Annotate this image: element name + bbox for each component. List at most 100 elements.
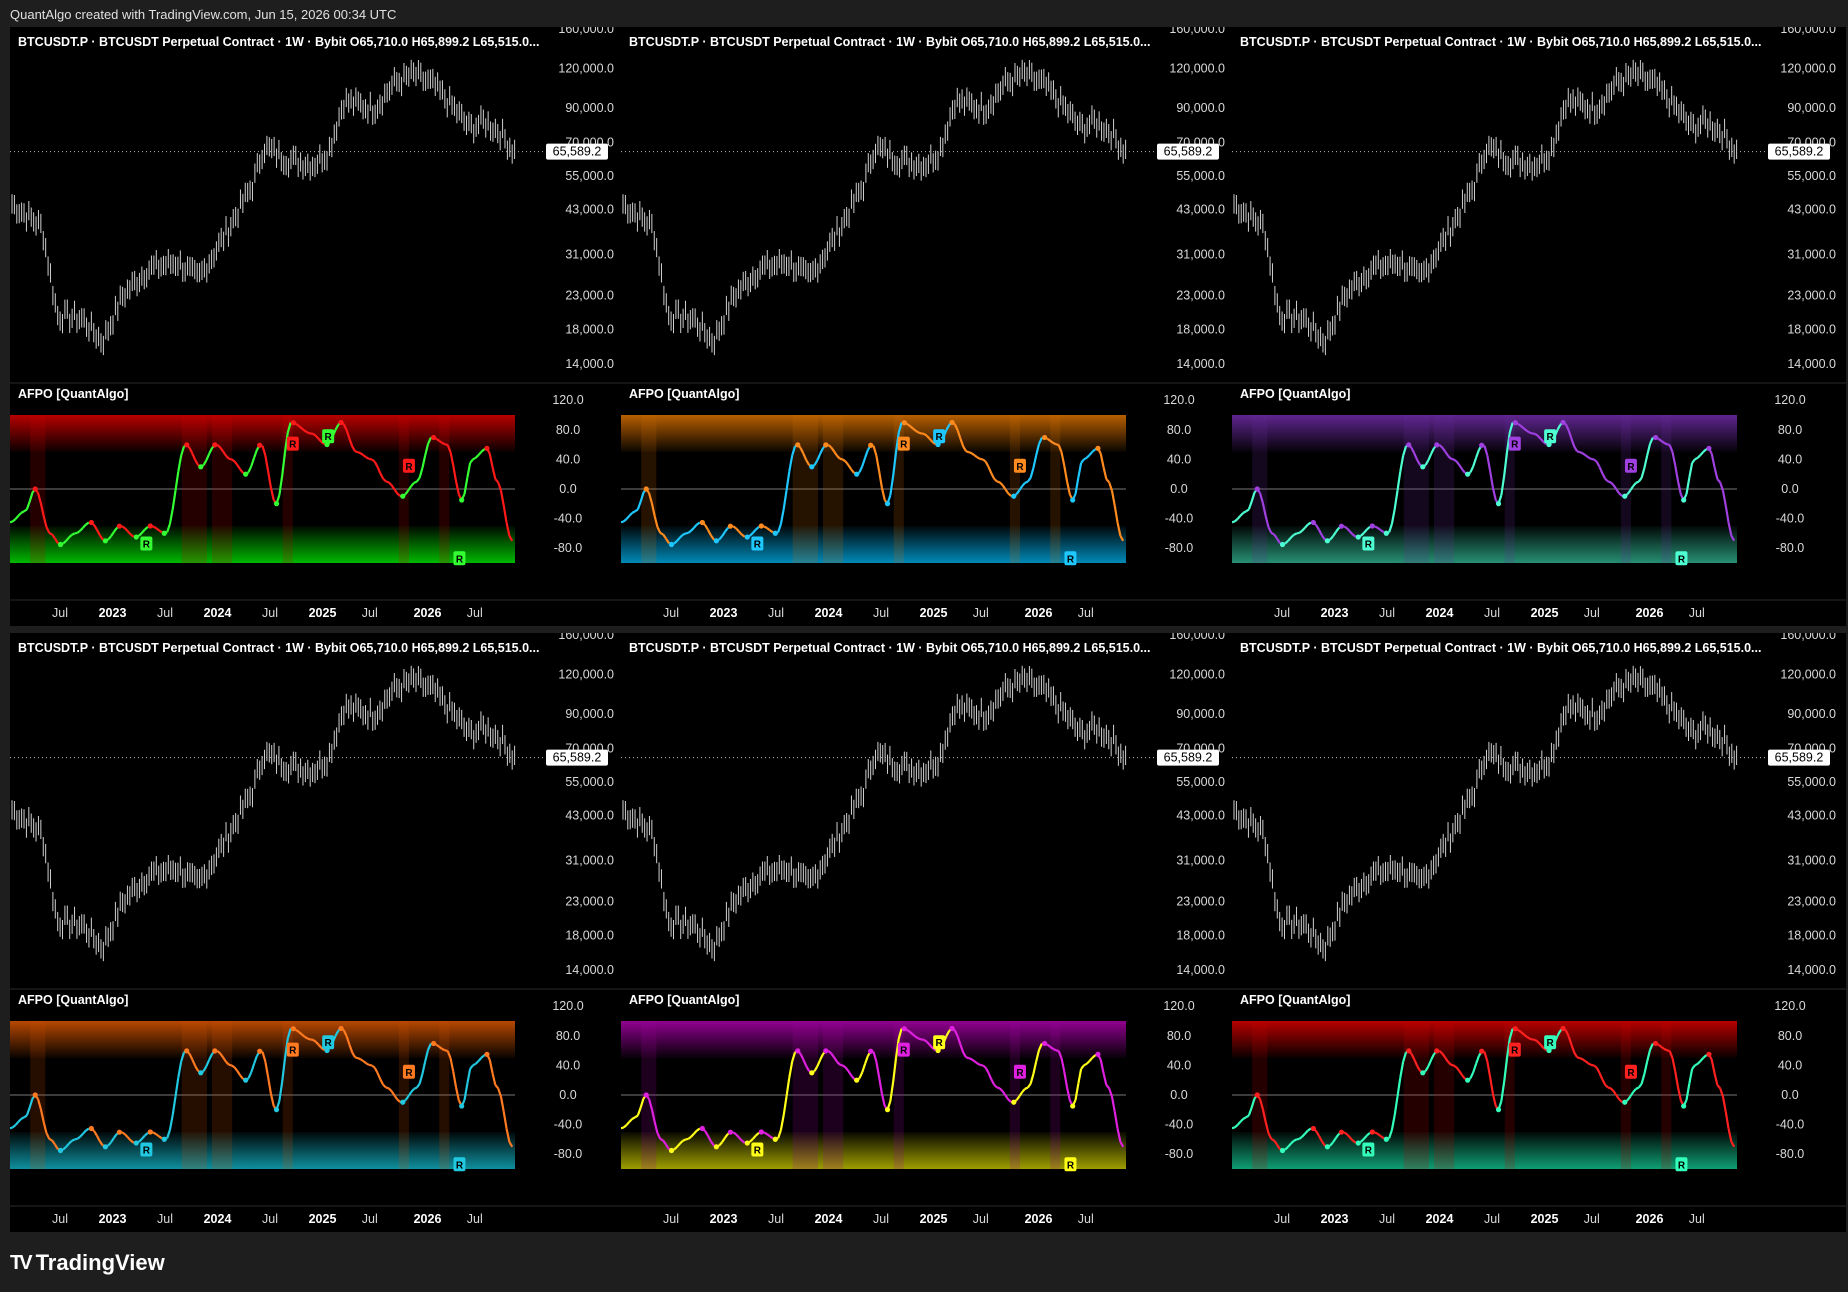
chart-panel[interactable]: 160,000.0 120,000.0 90,000.0 70,000.0 55,000… bbox=[621, 27, 1235, 626]
oscillator-segment bbox=[27, 1108, 30, 1116]
oscillator-segment bbox=[980, 1065, 983, 1066]
oscillator-segment bbox=[1033, 1061, 1036, 1074]
symbol-header[interactable]: BTCUSDT.P · BTCUSDT Perpetual Contract ·… bbox=[1240, 641, 1770, 655]
oscillator-segment bbox=[456, 482, 459, 495]
chart-panel[interactable]: 160,000.0 120,000.0 90,000.0 70,000.0 55,000… bbox=[621, 633, 1235, 1232]
indicator-header[interactable]: AFPO [QuantAlgo] bbox=[1240, 993, 1350, 1007]
turn-marker bbox=[1513, 1026, 1518, 1031]
price-axis-label: 120,000.0 bbox=[558, 62, 614, 76]
symbol-header[interactable]: BTCUSDT.P · BTCUSDT Perpetual Contract ·… bbox=[1240, 35, 1770, 49]
indicator-header[interactable]: AFPO [QuantAlgo] bbox=[18, 993, 128, 1007]
oscillator-segment bbox=[1701, 1058, 1704, 1061]
oscillator-segment bbox=[1033, 455, 1036, 468]
indicator-header[interactable]: AFPO [QuantAlgo] bbox=[1240, 387, 1350, 401]
oscillator-segment bbox=[380, 473, 383, 478]
turn-marker bbox=[700, 1126, 705, 1131]
oscillator-segment bbox=[848, 1071, 851, 1075]
oscillator-segment bbox=[383, 1085, 386, 1088]
indicator-header[interactable]: AFPO [QuantAlgo] bbox=[18, 387, 128, 401]
oscillator-segment bbox=[1639, 1084, 1642, 1088]
chart-panel[interactable]: 160,000.0 120,000.0 90,000.0 70,000.0 55,000… bbox=[10, 27, 624, 626]
oscillator-segment bbox=[417, 1084, 420, 1088]
oscillator-segment bbox=[422, 455, 425, 468]
oscillator-segment bbox=[361, 453, 364, 455]
oscillator-axis-label: 80.0 bbox=[1167, 423, 1191, 437]
symbol-header[interactable]: BTCUSDT.P · BTCUSDT Perpetual Contract ·… bbox=[18, 641, 548, 655]
oscillator-segment bbox=[989, 1073, 992, 1079]
oscillator-segment bbox=[1238, 1122, 1241, 1125]
price-axis-label: 160,000.0 bbox=[1169, 633, 1225, 642]
tradingview-logo[interactable]: TV TradingView bbox=[10, 1250, 165, 1276]
symbol-header[interactable]: BTCUSDT.P · BTCUSDT Perpetual Contract ·… bbox=[629, 35, 1159, 49]
oscillator-segment bbox=[621, 521, 624, 522]
oscillator-segment bbox=[1451, 1065, 1454, 1066]
turn-marker bbox=[33, 486, 38, 491]
oscillator-segment bbox=[1717, 1085, 1720, 1088]
oscillator-segment bbox=[1454, 1065, 1457, 1067]
oscillator-segment bbox=[355, 1057, 358, 1058]
oscillator-segment bbox=[248, 466, 251, 472]
oscillator-segment bbox=[1106, 1085, 1109, 1088]
oscillator-segment bbox=[279, 476, 282, 495]
turn-marker bbox=[1042, 1041, 1047, 1046]
price-axis-label: 31,000.0 bbox=[1176, 854, 1225, 868]
time-axis-label: 2024 bbox=[815, 1212, 843, 1226]
indicator-header[interactable]: AFPO [QuantAlgo] bbox=[629, 387, 739, 401]
chart-canvas: 160,000.0120,000.090,000.070,000.055,000… bbox=[621, 633, 1235, 1232]
time-axis-label: 2025 bbox=[920, 606, 948, 620]
chart-panel[interactable]: 160,000.0 120,000.0 90,000.0 70,000.0 55,000… bbox=[1232, 633, 1846, 1232]
oscillator-segment bbox=[24, 1116, 27, 1118]
signal-letter: R bbox=[456, 554, 464, 565]
oscillator-segment bbox=[153, 526, 156, 528]
oscillator-segment bbox=[781, 509, 784, 524]
oscillator-segment bbox=[450, 1058, 453, 1072]
oscillator-segment bbox=[1064, 1072, 1067, 1088]
oscillator-segment bbox=[10, 521, 13, 522]
oscillator-segment bbox=[1723, 1097, 1726, 1112]
oscillator-segment bbox=[380, 1079, 383, 1084]
time-axis-label: Jul bbox=[973, 1212, 989, 1226]
oscillator-segment bbox=[1717, 479, 1720, 482]
oscillator-segment bbox=[375, 1068, 378, 1073]
oscillator-segment bbox=[784, 1096, 787, 1115]
turn-marker bbox=[885, 1107, 890, 1112]
oscillator-axis-label: -80.0 bbox=[1776, 541, 1805, 555]
oscillator-segment bbox=[627, 1122, 630, 1125]
oscillator-segment bbox=[229, 1065, 232, 1066]
signal-strip bbox=[793, 1021, 818, 1169]
turn-marker bbox=[58, 1148, 63, 1153]
turn-marker bbox=[728, 1130, 733, 1135]
turn-marker bbox=[1339, 524, 1344, 529]
indicator-header[interactable]: AFPO [QuantAlgo] bbox=[629, 993, 739, 1007]
turn-marker bbox=[745, 534, 750, 539]
turn-marker bbox=[243, 472, 248, 477]
oscillator-segment bbox=[1692, 459, 1695, 463]
oscillator-segment bbox=[456, 1088, 459, 1101]
oscillator-segment bbox=[1642, 1074, 1645, 1084]
price-axis-label: 18,000.0 bbox=[565, 928, 614, 942]
symbol-header[interactable]: BTCUSDT.P · BTCUSDT Perpetual Contract ·… bbox=[629, 641, 1159, 655]
price-axis-label: 55,000.0 bbox=[1787, 169, 1836, 183]
turn-marker bbox=[33, 1092, 38, 1097]
price-axis-label: 23,000.0 bbox=[1787, 289, 1836, 303]
turn-marker bbox=[257, 443, 262, 448]
price-axis-label: 18,000.0 bbox=[1787, 928, 1836, 942]
chart-panel[interactable]: 160,000.0 120,000.0 90,000.0 70,000.0 55,000… bbox=[10, 633, 624, 1232]
oscillator-segment bbox=[972, 453, 975, 455]
oscillator-axis-label: 80.0 bbox=[1167, 1029, 1191, 1043]
time-axis-label: Jul bbox=[362, 1212, 378, 1226]
turn-marker bbox=[1479, 1049, 1484, 1054]
signal-strip bbox=[212, 1021, 232, 1169]
oscillator-segment bbox=[621, 1127, 624, 1128]
oscillator-segment bbox=[364, 455, 367, 457]
chart-canvas: 160,000.0120,000.090,000.070,000.055,000… bbox=[1232, 633, 1846, 1232]
turn-marker bbox=[1706, 446, 1711, 451]
symbol-header[interactable]: BTCUSDT.P · BTCUSDT Perpetual Contract ·… bbox=[18, 35, 548, 49]
oscillator-segment bbox=[989, 467, 992, 473]
oscillator-segment bbox=[1473, 458, 1476, 466]
signal-strip bbox=[399, 415, 409, 563]
signal-letter: R bbox=[900, 1046, 908, 1057]
chart-panel[interactable]: 160,000.0 120,000.0 90,000.0 70,000.0 55,000… bbox=[1232, 27, 1846, 626]
oscillator-segment bbox=[307, 1038, 310, 1039]
oscillator-segment bbox=[1000, 482, 1003, 485]
